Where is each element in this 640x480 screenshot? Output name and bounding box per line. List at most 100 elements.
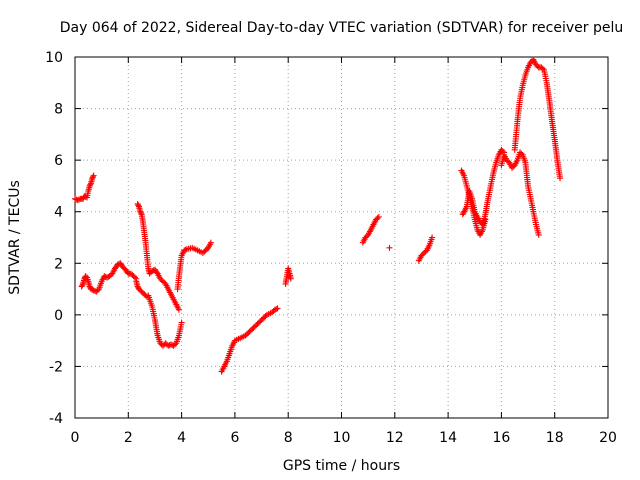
data-point [510, 163, 517, 170]
data-point [78, 283, 85, 290]
data-point [557, 175, 564, 182]
x-tick-label: 18 [546, 430, 564, 446]
data-point [246, 328, 253, 335]
data-point [127, 270, 134, 277]
data-point [261, 314, 268, 321]
x-tick-label: 16 [492, 430, 510, 446]
data-point [106, 273, 113, 280]
data-point [159, 342, 166, 349]
data-point [421, 249, 428, 256]
data-point [287, 275, 294, 282]
data-point [201, 248, 208, 255]
data-point [162, 340, 169, 347]
data-point [81, 275, 88, 282]
data-point [255, 319, 262, 326]
data-point [505, 158, 512, 165]
data-point [103, 274, 110, 281]
data-point [429, 234, 436, 241]
data-point [249, 326, 256, 333]
data-point [130, 273, 137, 280]
data-point [203, 246, 210, 253]
data-point [90, 172, 97, 179]
data-point [86, 182, 93, 189]
data-point [165, 342, 172, 349]
data-point [153, 269, 160, 276]
data-point [533, 61, 540, 68]
data-point [419, 251, 426, 258]
data-point [274, 305, 281, 312]
data-point [534, 63, 541, 70]
data-point [72, 195, 78, 202]
y-tick-label: 0 [54, 308, 63, 324]
data-point [101, 273, 108, 280]
data-point [386, 244, 393, 251]
data-point [422, 248, 429, 255]
data-point [157, 340, 164, 347]
y-tick-label: 4 [54, 205, 63, 221]
data-point [254, 320, 261, 327]
y-tick-label: 8 [54, 102, 63, 118]
data-point [74, 197, 81, 204]
data-point [134, 200, 141, 207]
data-point [460, 210, 467, 217]
data-point [135, 202, 142, 209]
y-tick-label: 10 [45, 50, 63, 66]
data-point [169, 342, 176, 349]
data-point [273, 306, 280, 313]
data-point [81, 193, 88, 200]
data-point [157, 275, 164, 282]
data-point [535, 231, 542, 238]
data-point [418, 252, 425, 259]
y-axis-label: SDTVAR / TECUs [7, 180, 23, 295]
data-point [138, 288, 145, 295]
x-tick-label: 12 [386, 430, 404, 446]
data-point [79, 282, 86, 289]
x-tick-label: 2 [124, 430, 133, 446]
data-point [137, 208, 144, 215]
data-point [373, 216, 380, 223]
data-point [75, 196, 82, 203]
data-point [137, 210, 144, 217]
data-point [86, 283, 93, 290]
data-point [107, 271, 114, 278]
data-point [262, 313, 269, 320]
x-tick-label: 10 [333, 430, 351, 446]
data-point [374, 215, 381, 222]
data-point [178, 319, 185, 326]
data-point [253, 322, 260, 329]
data-point [158, 277, 165, 284]
data-point [146, 270, 153, 277]
data-point [517, 149, 524, 156]
x-axis-label: GPS time / hours [283, 458, 400, 474]
data-point [362, 234, 369, 241]
data-point [247, 327, 254, 334]
y-tick-label: 6 [54, 153, 63, 169]
data-points [72, 56, 564, 375]
data-point [245, 329, 252, 336]
x-tick-label: 8 [284, 430, 293, 446]
data-point [89, 175, 96, 182]
data-point [459, 211, 466, 218]
x-tick-label: 6 [230, 430, 239, 446]
data-point [499, 148, 506, 155]
axis-ticks [74, 56, 609, 419]
data-point [87, 181, 94, 188]
data-point [259, 315, 266, 322]
data-point [498, 146, 505, 153]
y-tick-label: -4 [49, 411, 63, 427]
x-tick-label: 0 [71, 430, 80, 446]
data-point [202, 247, 209, 254]
x-tick-label: 4 [177, 430, 186, 446]
x-tick-label: 20 [599, 430, 617, 446]
data-point [243, 331, 250, 338]
data-point [131, 274, 138, 281]
data-point [518, 150, 525, 157]
data-point [135, 286, 142, 293]
data-point [242, 332, 249, 339]
data-point [199, 249, 206, 256]
x-tick-label: 14 [439, 430, 457, 446]
x-axis-tick-labels: 0 2 4 6 8 10 12 14 16 18 20 [71, 430, 617, 446]
data-point [137, 287, 144, 294]
data-point [509, 164, 516, 171]
